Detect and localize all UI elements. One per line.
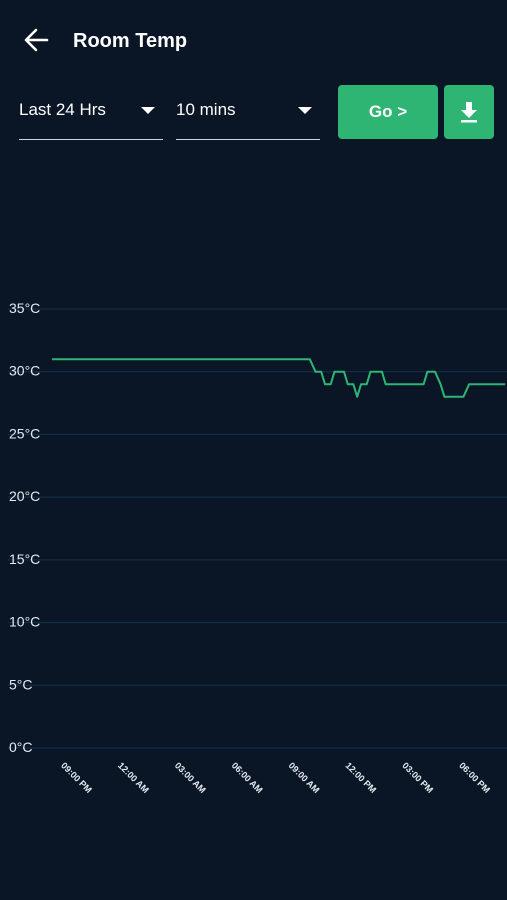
x-tick-label: 03:00 AM xyxy=(173,760,208,795)
x-tick-label: 03:00 PM xyxy=(400,760,435,795)
x-tick-label: 09:00 PM xyxy=(59,760,94,795)
y-tick-label: 30°C xyxy=(9,363,40,379)
dropdown-caret xyxy=(141,107,155,114)
go-button[interactable]: Go > xyxy=(338,85,438,139)
download-icon xyxy=(461,102,477,123)
x-tick-label: 09:00 AM xyxy=(287,760,322,795)
x-tick-label: 12:00 PM xyxy=(344,760,379,795)
dropdown-caret xyxy=(298,107,312,114)
x-tick-label: 06:00 PM xyxy=(457,760,492,795)
y-tick-label: 5°C xyxy=(9,676,33,692)
y-tick-label: 20°C xyxy=(9,488,40,504)
y-tick-label: 25°C xyxy=(9,425,40,441)
x-tick-label: 06:00 AM xyxy=(230,760,265,795)
y-tick-label: 10°C xyxy=(9,614,40,630)
interval-value: 10 mins xyxy=(176,100,236,119)
x-tick-label: 12:00 AM xyxy=(116,760,151,795)
page-title: Room Temp xyxy=(73,30,188,52)
interval-dropdown[interactable]: 10 mins xyxy=(176,96,320,140)
data-line xyxy=(52,358,506,398)
download-button[interactable] xyxy=(444,85,494,139)
range-dropdown[interactable]: Last 24 Hrs xyxy=(19,96,163,140)
go-label: Go > xyxy=(368,102,408,121)
back-button[interactable] xyxy=(22,28,50,52)
y-tick-label: 15°C xyxy=(9,551,40,567)
y-tick-label: 35°C xyxy=(9,300,40,316)
y-tick-label: 0°C xyxy=(9,739,33,755)
range-value: Last 24 Hrs xyxy=(19,100,106,119)
